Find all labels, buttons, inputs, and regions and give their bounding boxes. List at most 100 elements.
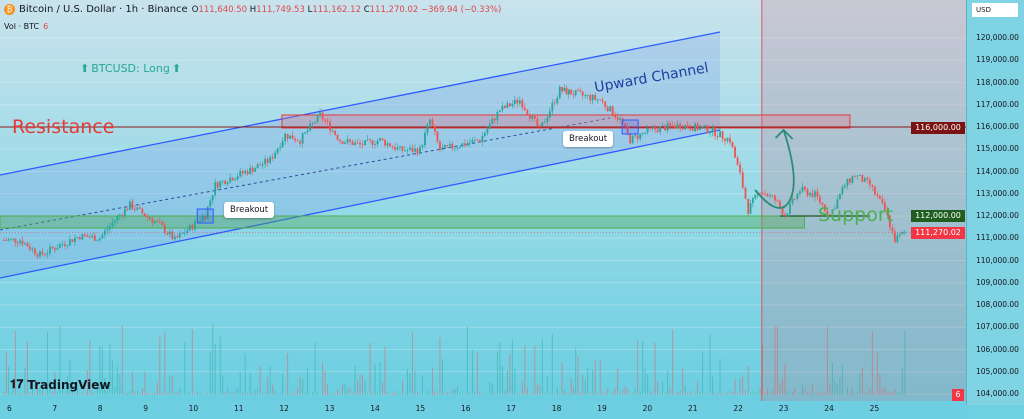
- candle-body: [551, 102, 554, 112]
- volume-bar: [836, 383, 838, 395]
- volume-bar: [714, 392, 716, 395]
- candle-body: [241, 170, 244, 174]
- currency-selector[interactable]: USD: [972, 3, 1018, 17]
- candle-body: [779, 201, 781, 208]
- candle-body: [684, 125, 686, 130]
- candle-body: [508, 103, 511, 107]
- candle-body: [371, 140, 374, 146]
- volume-bar: [274, 390, 276, 395]
- candle-body: [39, 251, 41, 257]
- volume-bar: [207, 392, 209, 395]
- volume-bar: [594, 359, 596, 395]
- candle-body: [478, 140, 481, 143]
- tradingview-logo[interactable]: 𝟏𝟕 TradingView: [10, 377, 111, 392]
- candle-body: [666, 123, 669, 131]
- candle-body: [501, 105, 504, 111]
- volume-bar: [131, 372, 133, 395]
- volume-bar: [881, 387, 883, 395]
- volume-bar: [531, 392, 533, 395]
- volume-bar: [554, 392, 556, 395]
- volume-bar: [304, 392, 306, 395]
- candle-body: [639, 133, 642, 140]
- long-label[interactable]: ⬆ BTCUSD: Long ⬆: [80, 62, 182, 75]
- candle-body: [229, 177, 232, 183]
- candle-body: [533, 115, 536, 119]
- volume-bar: [551, 334, 553, 395]
- volume-bar: [689, 391, 691, 395]
- candle-body: [304, 132, 306, 134]
- volume-bar: [284, 392, 286, 395]
- candle-body: [136, 207, 139, 210]
- volume-bar: [659, 393, 661, 395]
- candle-body: [661, 125, 664, 127]
- y-tick-label: 114,000.00: [976, 166, 1019, 176]
- candle-body: [591, 94, 594, 101]
- x-tick-label: 7: [52, 404, 58, 413]
- volume-bar: [674, 392, 676, 395]
- candle-body: [409, 147, 411, 150]
- candle-body: [659, 126, 662, 132]
- candle-body: [868, 179, 871, 186]
- candle-body: [856, 175, 859, 177]
- candle-body: [891, 227, 894, 232]
- candle-body: [801, 186, 804, 192]
- candle-body: [26, 243, 29, 247]
- volume-bar: [831, 362, 833, 395]
- arrow-up-icon: ⬆: [80, 62, 90, 75]
- candle-body: [741, 172, 744, 188]
- candle-body: [679, 123, 682, 129]
- candle-body: [133, 209, 136, 210]
- candle-body: [394, 147, 396, 150]
- price-axis[interactable]: [966, 0, 1024, 405]
- volume-bar: [506, 370, 508, 395]
- candle-body: [10, 238, 12, 240]
- volume-bar: [514, 368, 516, 395]
- volume-bar: [766, 388, 768, 395]
- volume-bar: [789, 392, 791, 395]
- candle-body: [491, 118, 494, 124]
- volume-bar: [664, 392, 666, 395]
- volume-bar: [227, 387, 229, 395]
- volume-bar: [734, 379, 736, 395]
- candle-body: [516, 99, 519, 104]
- candle-body: [586, 95, 589, 96]
- symbol-title[interactable]: Bitcoin / U.S. Dollar · 1h · Binance: [19, 4, 188, 15]
- candle-body: [46, 253, 49, 255]
- candle-body: [556, 97, 559, 104]
- volume-bar: [609, 392, 611, 395]
- volume-bar: [864, 392, 866, 395]
- price-chart[interactable]: [0, 0, 966, 419]
- volume-bar: [257, 388, 259, 395]
- candle-body: [294, 139, 297, 141]
- resistance-label[interactable]: Resistance: [12, 116, 115, 138]
- breakout-label[interactable]: Breakout: [224, 202, 275, 218]
- volume-bar: [242, 392, 244, 395]
- volume-bar: [886, 393, 888, 395]
- candle-body: [601, 100, 604, 102]
- support-label[interactable]: Support: [818, 204, 894, 226]
- candle-body: [464, 143, 466, 146]
- candle-body: [183, 232, 186, 234]
- y-tick-label: 111,000.00: [976, 233, 1019, 243]
- volume-bar: [776, 326, 778, 395]
- candle-body: [558, 86, 561, 98]
- candle-body: [473, 139, 476, 141]
- volume-bar: [677, 392, 679, 395]
- candle-body: [594, 94, 597, 100]
- volume-bar: [319, 392, 321, 395]
- candle-body: [59, 244, 61, 249]
- volume-bar: [434, 390, 436, 395]
- candle-body: [634, 135, 637, 137]
- candle-body: [791, 198, 794, 204]
- volume-bar: [801, 384, 803, 395]
- candle-body: [669, 123, 672, 126]
- x-tick-label: 19: [597, 404, 607, 413]
- candle-body: [619, 118, 622, 120]
- breakout-label[interactable]: Breakout: [563, 131, 614, 147]
- volume-bar: [649, 391, 651, 395]
- volume-bar: [669, 386, 671, 395]
- volume-bar: [254, 390, 256, 395]
- volume-bar: [441, 359, 443, 395]
- candle-body: [121, 214, 124, 216]
- candle-body: [829, 214, 831, 216]
